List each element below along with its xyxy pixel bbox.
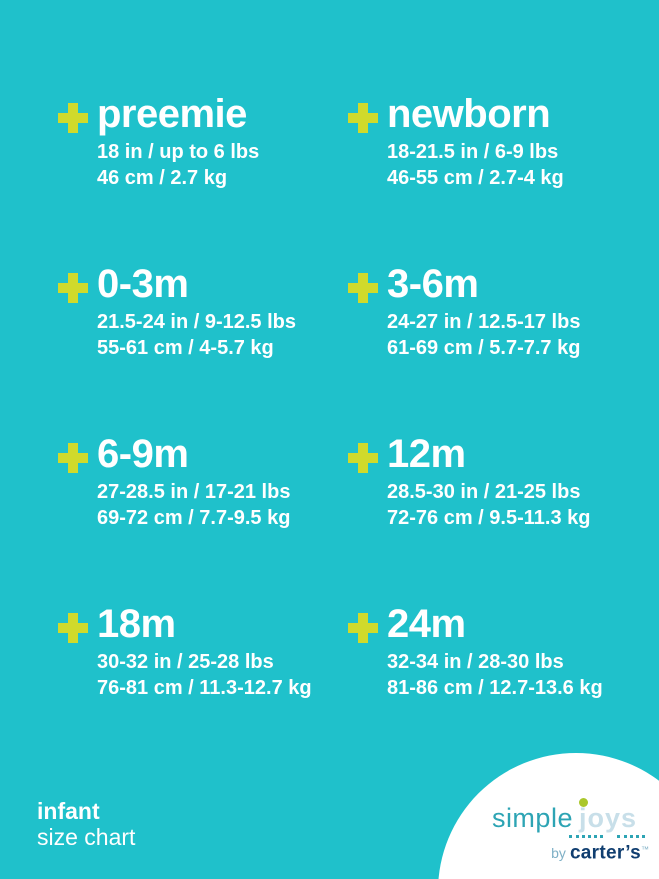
trademark-symbol: ™ [641,845,649,854]
size-cell-text: 3-6m 24-27 in / 12.5-17 lbs 61-69 cm / 5… [387,262,580,361]
brand-logo: simple joys by carter’s™ [491,798,649,864]
plus-icon [58,273,88,303]
size-name: 3-6m [387,262,479,306]
size-imperial: 32-34 in / 28-30 lbs [387,651,564,673]
size-metric: 76-81 cm / 11.3-12.7 kg [97,677,312,699]
size-cell-12m: 12m 28.5-30 in / 21-25 lbs 72-76 cm / 9.… [348,432,618,602]
size-imperial: 27-28.5 in / 17-21 lbs [97,481,291,503]
size-cell-text: 6-9m 27-28.5 in / 17-21 lbs 69-72 cm / 7… [97,432,290,531]
size-cell-preemie: preemie 18 in / up to 6 lbs 46 cm / 2.7 … [58,92,348,262]
size-name: 0-3m [97,262,189,306]
size-name: preemie [97,92,247,136]
size-cell-text: newborn 18-21.5 in / 6-9 lbs 46-55 cm / … [387,92,564,191]
plus-icon [348,443,378,473]
size-imperial: 30-32 in / 25-28 lbs [97,651,274,673]
footer-label: size chart [37,824,136,850]
size-name: 6-9m [97,432,189,476]
size-cell-0-3m: 0-3m 21.5-24 in / 9-12.5 lbs 55-61 cm / … [58,262,348,432]
plus-icon [58,613,88,643]
size-metric: 69-72 cm / 7.7-9.5 kg [97,507,291,529]
size-cell-18m: 18m 30-32 in / 25-28 lbs 76-81 cm / 11.3… [58,602,348,772]
logo-joys-word: joys [578,803,637,833]
size-cell-text: preemie 18 in / up to 6 lbs 46 cm / 2.7 … [97,92,259,191]
size-cell-24m: 24m 32-34 in / 28-30 lbs 81-86 cm / 12.7… [348,602,618,772]
size-details: 27-28.5 in / 17-21 lbs 69-72 cm / 7.7-9.… [97,479,290,531]
plus-icon [58,443,88,473]
size-imperial: 28.5-30 in / 21-25 lbs [387,481,581,503]
size-cell-text: 0-3m 21.5-24 in / 9-12.5 lbs 55-61 cm / … [97,262,296,361]
size-metric: 61-69 cm / 5.7-7.7 kg [387,337,581,359]
logo-simple-text: simple [491,803,573,833]
footer: infant size chart [37,798,135,850]
size-metric: 46 cm / 2.7 kg [97,167,228,189]
size-name: 18m [97,602,176,646]
plus-icon [348,273,378,303]
logo-carters-text: carter’s [569,842,641,864]
size-cell-newborn: newborn 18-21.5 in / 6-9 lbs 46-55 cm / … [348,92,618,262]
size-metric: 46-55 cm / 2.7-4 kg [387,167,564,189]
size-details: 32-34 in / 28-30 lbs 81-86 cm / 12.7-13.… [387,649,603,701]
size-imperial: 21.5-24 in / 9-12.5 lbs [97,311,296,333]
logo-by-text: by [551,845,566,862]
dotted-underline-icon [617,835,645,838]
size-cell-6-9m: 6-9m 27-28.5 in / 17-21 lbs 69-72 cm / 7… [58,432,348,602]
plus-icon [58,103,88,133]
size-details: 28.5-30 in / 21-25 lbs 72-76 cm / 9.5-11… [387,479,590,531]
size-name: 24m [387,602,466,646]
size-imperial: 18 in / up to 6 lbs [97,141,260,163]
size-metric: 72-76 cm / 9.5-11.3 kg [387,507,591,529]
size-details: 30-32 in / 25-28 lbs 76-81 cm / 11.3-12.… [97,649,312,701]
size-cell-text: 24m 32-34 in / 28-30 lbs 81-86 cm / 12.7… [387,602,603,701]
size-details: 18-21.5 in / 6-9 lbs 46-55 cm / 2.7-4 kg [387,139,564,191]
plus-icon [348,613,378,643]
size-metric: 81-86 cm / 12.7-13.6 kg [387,677,603,699]
size-details: 21.5-24 in / 9-12.5 lbs 55-61 cm / 4-5.7… [97,309,296,361]
size-details: 18 in / up to 6 lbs 46 cm / 2.7 kg [97,139,259,191]
size-name: newborn [387,92,551,136]
size-name: 12m [387,432,466,476]
logo-j-dot-icon [578,798,588,807]
dotted-underline-icon [569,835,603,838]
size-details: 24-27 in / 12.5-17 lbs 61-69 cm / 5.7-7.… [387,309,580,361]
logo-joys-text: joys [578,798,637,833]
size-cell-3-6m: 3-6m 24-27 in / 12.5-17 lbs 61-69 cm / 5… [348,262,618,432]
size-imperial: 18-21.5 in / 6-9 lbs [387,141,559,163]
size-cell-text: 12m 28.5-30 in / 21-25 lbs 72-76 cm / 9.… [387,432,590,531]
plus-icon [348,103,378,133]
size-grid: preemie 18 in / up to 6 lbs 46 cm / 2.7 … [58,92,618,772]
size-metric: 55-61 cm / 4-5.7 kg [97,337,274,359]
brand-logo-byline: by carter’s™ [492,840,649,864]
brand-logo-wordmark: simple joys [491,798,649,838]
size-cell-text: 18m 30-32 in / 25-28 lbs 76-81 cm / 11.3… [97,602,312,701]
footer-category: infant [37,798,100,824]
size-imperial: 24-27 in / 12.5-17 lbs [387,311,581,333]
